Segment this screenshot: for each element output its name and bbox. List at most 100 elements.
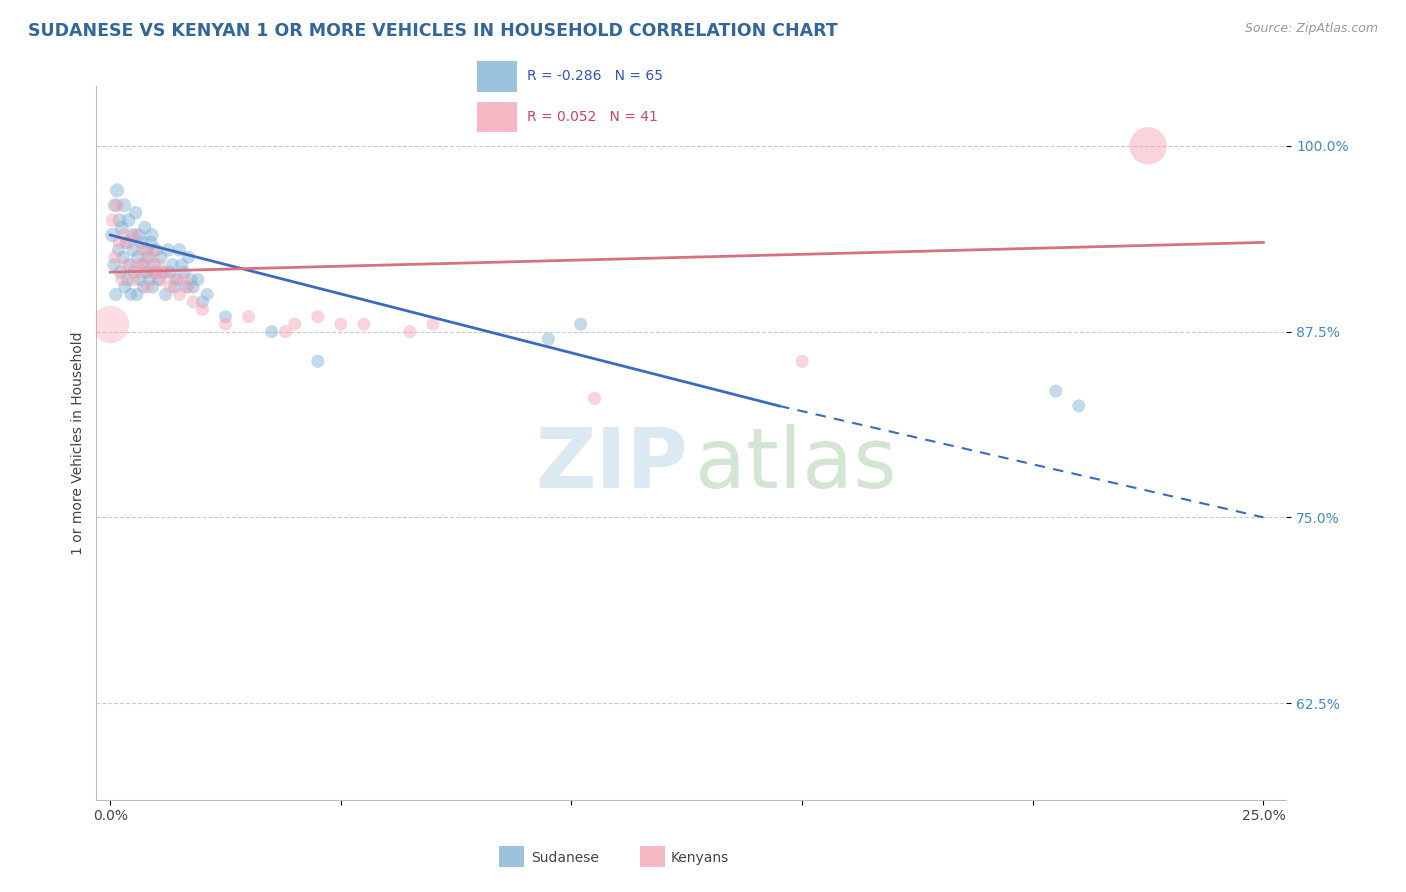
Point xyxy=(138,250,160,264)
Point xyxy=(159,280,181,294)
Point xyxy=(260,325,283,339)
Point xyxy=(159,265,181,279)
Point xyxy=(163,280,186,294)
Point xyxy=(108,235,131,250)
Point xyxy=(128,227,150,242)
Point xyxy=(1137,138,1160,153)
Point xyxy=(790,354,813,368)
Point xyxy=(307,354,329,368)
Point xyxy=(148,258,170,272)
Point xyxy=(105,183,128,197)
Point xyxy=(143,243,166,257)
Point xyxy=(163,272,186,286)
Point xyxy=(177,280,200,294)
Point xyxy=(166,272,188,286)
Point xyxy=(145,243,167,257)
Point xyxy=(136,250,159,264)
Point xyxy=(176,280,198,294)
Point xyxy=(125,287,148,301)
Point xyxy=(191,294,214,309)
Point xyxy=(214,310,236,324)
Point xyxy=(111,220,134,235)
Text: SUDANESE VS KENYAN 1 OR MORE VEHICLES IN HOUSEHOLD CORRELATION CHART: SUDANESE VS KENYAN 1 OR MORE VEHICLES IN… xyxy=(28,22,838,40)
Y-axis label: 1 or more Vehicles in Household: 1 or more Vehicles in Household xyxy=(72,331,86,555)
Point xyxy=(121,227,143,242)
Point xyxy=(156,243,179,257)
Point xyxy=(127,250,149,264)
Point xyxy=(537,332,560,346)
Point xyxy=(583,392,606,406)
Point xyxy=(181,280,204,294)
Text: ZIP: ZIP xyxy=(536,424,688,505)
Point xyxy=(149,272,172,286)
Point xyxy=(238,310,260,324)
Point xyxy=(112,198,135,212)
Point xyxy=(112,250,135,264)
Point xyxy=(104,198,127,212)
FancyBboxPatch shape xyxy=(477,102,517,132)
Point xyxy=(142,280,165,294)
Point xyxy=(180,272,202,286)
Text: R = -0.286   N = 65: R = -0.286 N = 65 xyxy=(527,70,662,83)
Point xyxy=(162,258,184,272)
Point xyxy=(129,265,152,279)
Point xyxy=(117,235,139,250)
Point xyxy=(124,227,146,242)
Point xyxy=(117,272,139,286)
Point xyxy=(131,243,153,257)
Text: Source: ZipAtlas.com: Source: ZipAtlas.com xyxy=(1244,22,1378,36)
Point xyxy=(145,265,167,279)
Point xyxy=(124,205,146,219)
Point xyxy=(274,325,297,339)
Point xyxy=(131,258,153,272)
Point xyxy=(136,243,159,257)
Point xyxy=(307,310,329,324)
Point xyxy=(118,258,141,272)
Point xyxy=(187,272,209,286)
Point xyxy=(177,250,200,264)
Point xyxy=(107,243,129,257)
Point xyxy=(122,243,145,257)
Point xyxy=(155,265,177,279)
Point xyxy=(155,287,177,301)
Point xyxy=(108,213,131,227)
Point xyxy=(139,235,162,250)
Point xyxy=(132,280,155,294)
Point xyxy=(111,272,134,286)
Point xyxy=(214,317,236,331)
Point xyxy=(136,280,159,294)
Point xyxy=(115,258,138,272)
Text: Kenyans: Kenyans xyxy=(671,851,728,865)
Point xyxy=(138,272,160,286)
Point xyxy=(122,265,145,279)
Point xyxy=(135,265,157,279)
Point xyxy=(152,265,174,279)
Point xyxy=(169,287,191,301)
Point xyxy=(145,265,167,279)
Point xyxy=(1067,399,1090,413)
Point xyxy=(112,227,135,242)
Text: Sudanese: Sudanese xyxy=(531,851,599,865)
Point xyxy=(120,287,142,301)
Point xyxy=(181,294,204,309)
Point xyxy=(169,243,191,257)
Point xyxy=(122,272,145,286)
Point xyxy=(101,227,124,242)
Point xyxy=(1045,384,1067,398)
Point xyxy=(127,258,149,272)
Point xyxy=(422,317,444,331)
Point xyxy=(191,302,214,317)
Point xyxy=(148,272,170,286)
Text: R = 0.052   N = 41: R = 0.052 N = 41 xyxy=(527,110,658,124)
Text: atlas: atlas xyxy=(695,424,897,505)
Point xyxy=(141,227,163,242)
Point xyxy=(134,258,156,272)
Point xyxy=(170,258,193,272)
Point xyxy=(104,287,127,301)
Point xyxy=(569,317,592,331)
Point xyxy=(117,213,139,227)
Point xyxy=(173,265,195,279)
Point xyxy=(114,280,136,294)
Point xyxy=(129,272,152,286)
Point xyxy=(134,220,156,235)
